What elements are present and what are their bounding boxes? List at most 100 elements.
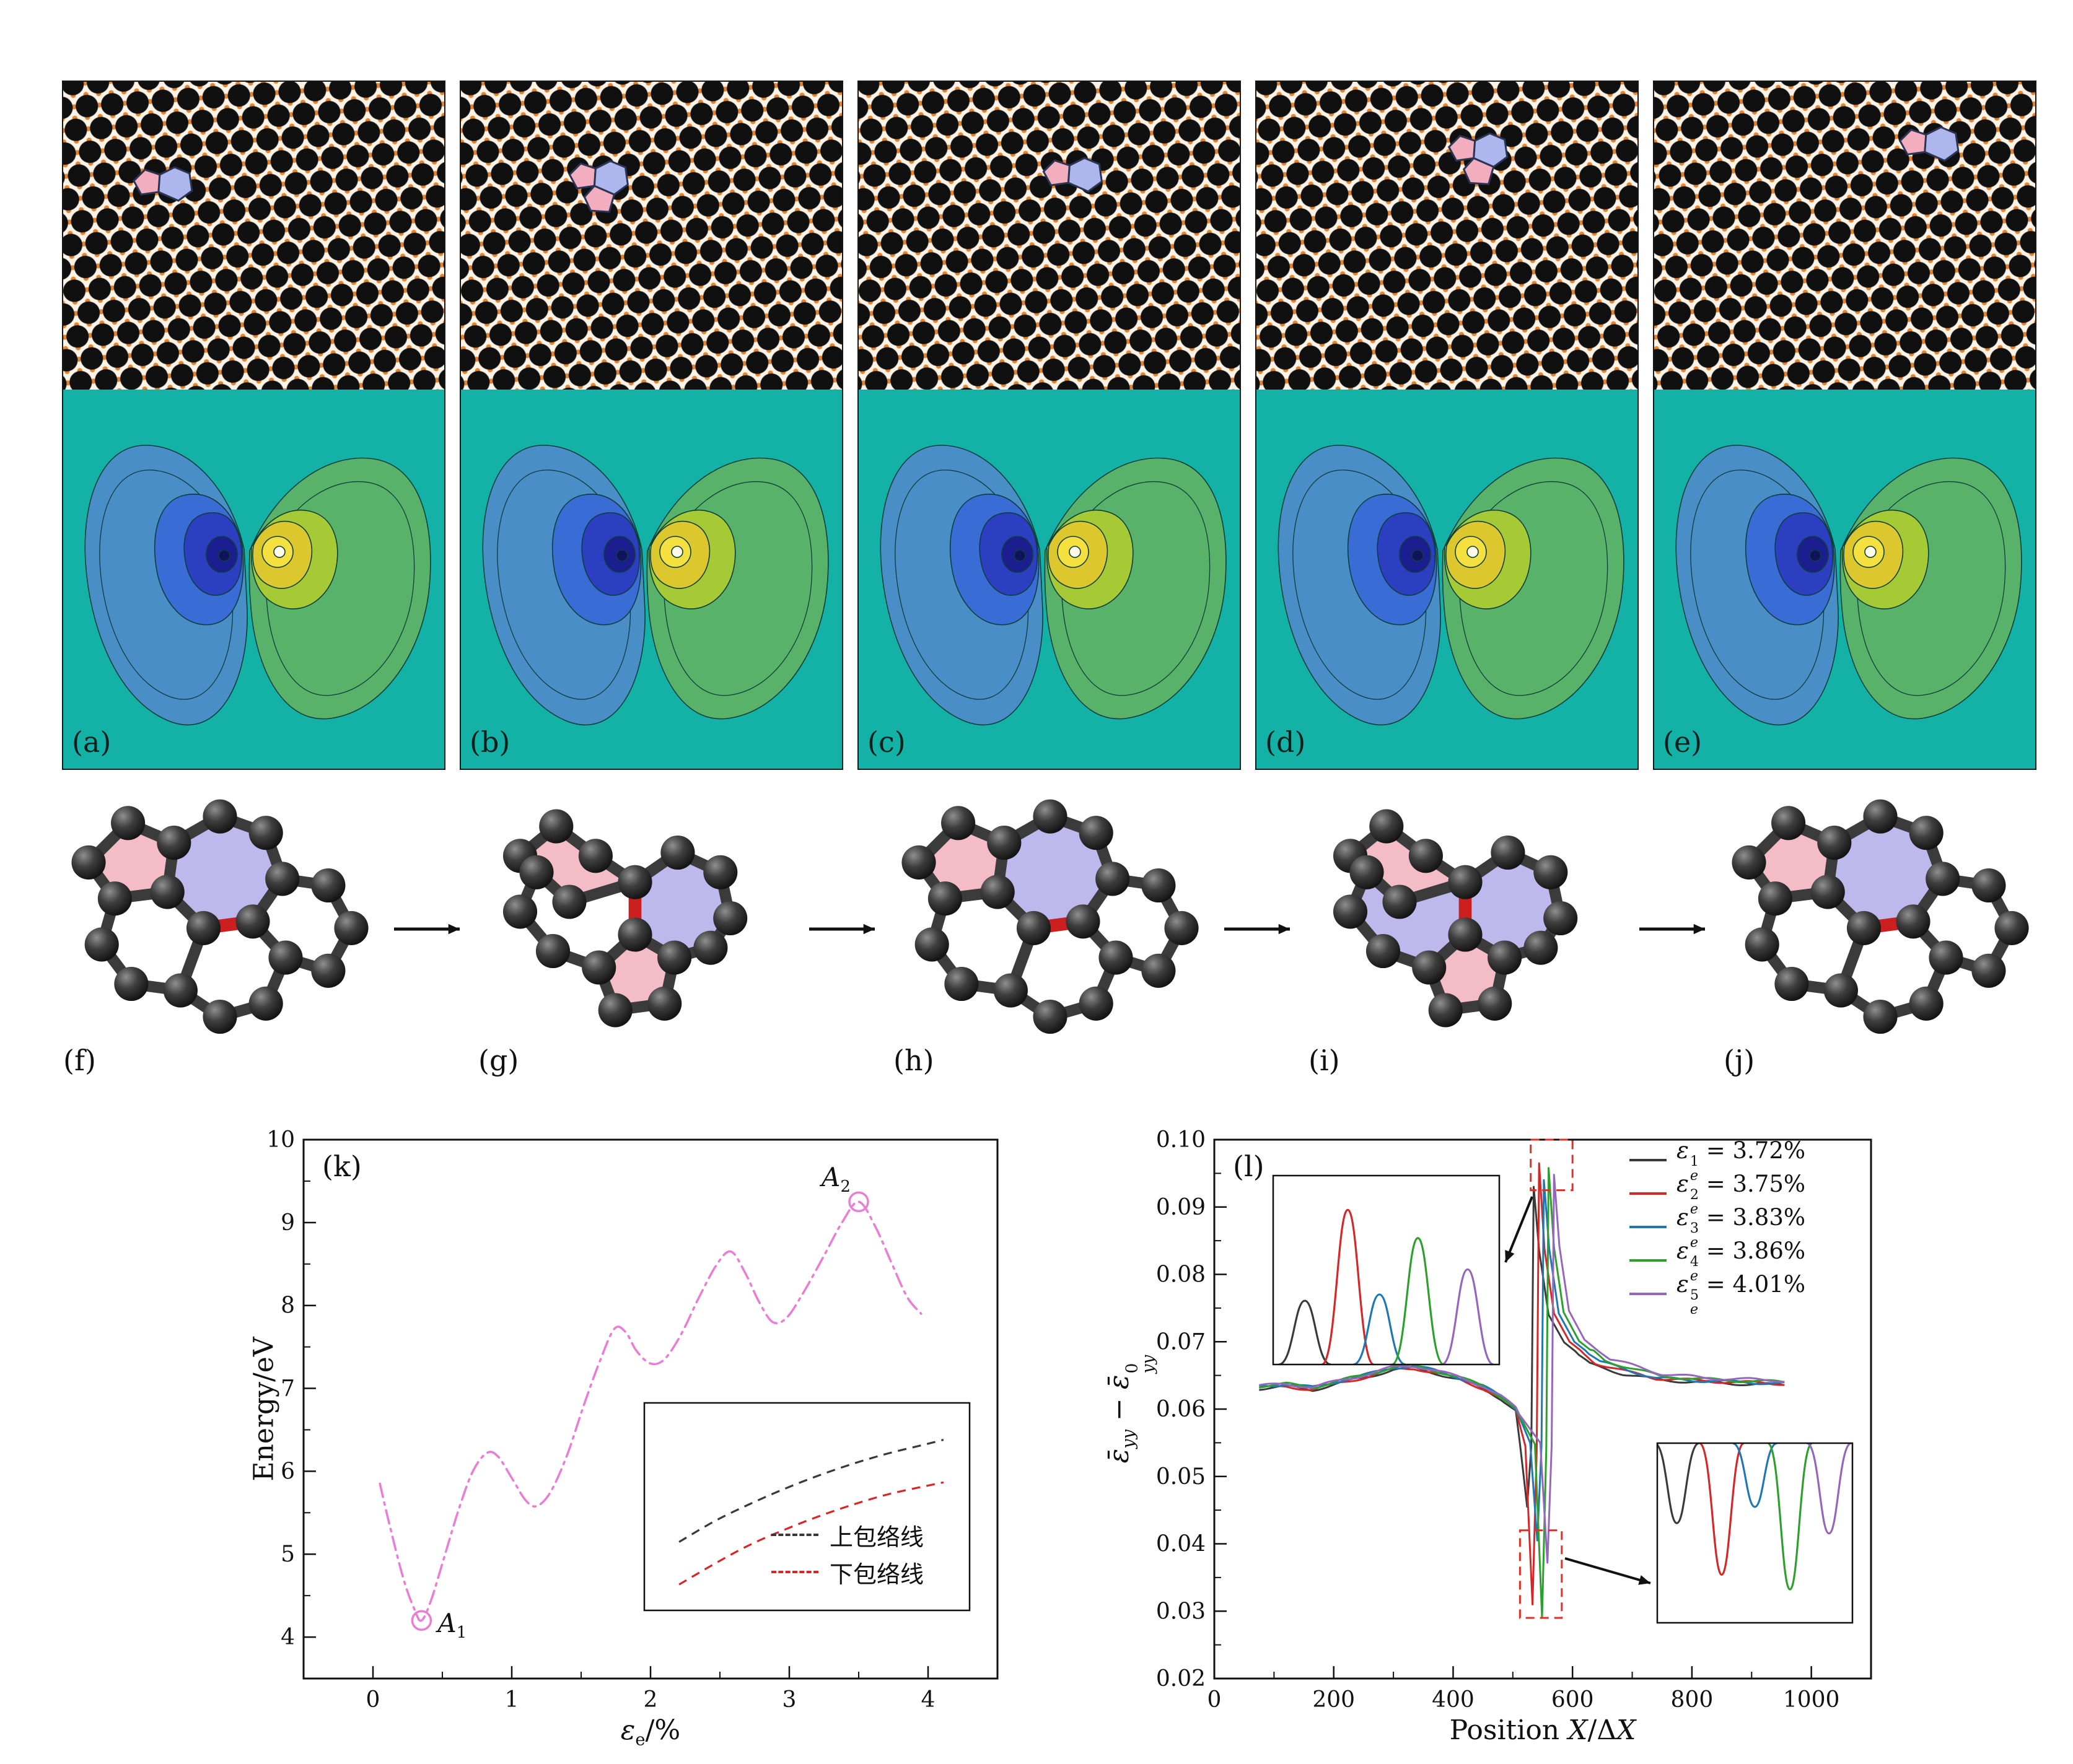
strain-contour-map <box>1256 390 1637 769</box>
lattice-image <box>63 82 444 390</box>
contour-lobes <box>482 445 829 725</box>
legend-line-swatch <box>1629 1259 1667 1262</box>
molecule-label-h: (h) <box>893 1044 934 1077</box>
strain-contour-map <box>859 390 1240 769</box>
svg-text:4: 4 <box>921 1687 936 1713</box>
svg-text:2: 2 <box>644 1687 658 1713</box>
lattice-image <box>859 82 1240 390</box>
svg-text:800: 800 <box>1671 1687 1714 1713</box>
contour-svg <box>63 390 444 769</box>
major-ticks <box>1213 1138 1812 1680</box>
pentagon-defect <box>133 168 161 196</box>
dip-inset-bg <box>1657 1443 1852 1623</box>
panel-label-c: (c) <box>867 725 906 759</box>
dislocation-defect-overlay <box>1042 157 1103 193</box>
upper-envelope-curve <box>678 1438 944 1543</box>
svg-text:600: 600 <box>1551 1687 1594 1713</box>
peak-inset-bg <box>1273 1176 1499 1364</box>
y-axis-label-k: Energy/eV <box>248 1337 280 1482</box>
panel-label-b: (b) <box>470 725 511 759</box>
highlighted-rings <box>1350 826 1561 1010</box>
svg-text:0.09: 0.09 <box>1156 1195 1206 1220</box>
annotation-A2: A2 <box>822 1162 851 1197</box>
molecule-structure <box>1732 799 2029 1034</box>
dip-inset-frame <box>1656 1442 1854 1624</box>
peak-inset-frame <box>1272 1174 1501 1366</box>
pentagon-ring <box>520 826 635 902</box>
envelope-inset-box <box>643 1402 971 1612</box>
pentagon-defect <box>1042 159 1071 186</box>
hexagon-defect <box>1067 157 1103 193</box>
legend-line-swatch <box>1629 1226 1667 1228</box>
dislocation-defect-overlay <box>1898 126 1960 162</box>
chart-l-svg: 0 200 400 600 800 1000 0.02 0.03 0.04 0.05 0.06 0.0… <box>1156 1127 1872 1713</box>
lower-envelope-curve <box>678 1481 944 1586</box>
energy-curve <box>379 1200 923 1622</box>
molecule-structure <box>1333 809 1578 1028</box>
lattice-image <box>1654 82 2035 390</box>
legend-line-swatch <box>771 1534 818 1536</box>
molecule-structure <box>502 809 748 1028</box>
chart-k-svg: 0 1 2 3 4 4 5 6 7 8 9 10 <box>266 1127 999 1713</box>
svg-text:10: 10 <box>266 1127 295 1153</box>
contour-svg <box>859 390 1240 769</box>
atoms <box>71 799 369 1034</box>
svg-text:0.05: 0.05 <box>1156 1464 1206 1490</box>
panel-label-a: (a) <box>72 725 112 759</box>
svg-text:4: 4 <box>281 1625 295 1650</box>
minor-ticks <box>304 1180 859 1679</box>
dislocation-defect-overlay <box>133 166 193 202</box>
svg-text:8: 8 <box>281 1293 295 1319</box>
pentagon-defect-2 <box>583 185 616 213</box>
svg-text:0.04: 0.04 <box>1156 1532 1206 1557</box>
svg-text:0.06: 0.06 <box>1156 1397 1206 1422</box>
molecule-panel-j: (j) <box>1716 784 2045 1081</box>
molecule-structure <box>901 799 1199 1034</box>
legend-line-swatch <box>1629 1192 1667 1195</box>
marker-A2 <box>848 1191 869 1213</box>
svg-text:0.08: 0.08 <box>1156 1262 1206 1288</box>
molecule-panel-h: (h) <box>886 784 1214 1081</box>
panel-letter-k: (k) <box>322 1150 362 1183</box>
molecule-panel-g: (g) <box>471 784 799 1081</box>
atoms <box>1333 809 1578 1028</box>
transition-arrow-icon <box>1224 923 1290 935</box>
pentagon-ring <box>1350 826 1465 902</box>
sim-panel-c: (c) <box>857 81 1241 770</box>
tick-labels: 0 200 400 600 800 1000 0.02 0.03 0.04 0.05 0.06 0.0… <box>1156 1127 1840 1713</box>
sim-panel-e: (e) <box>1653 81 2036 770</box>
highlight-box-2 <box>1519 1529 1563 1619</box>
dislocation-defect-overlay <box>1447 132 1509 185</box>
legend-line-swatch <box>771 1571 818 1573</box>
lattice-image <box>1256 82 1637 390</box>
pentagon-defect <box>1447 134 1476 162</box>
chart-l-strain-profiles: 0 200 400 600 800 1000 0.02 0.03 0.04 0.05 0.06 0.0… <box>1103 1115 1890 1762</box>
strain-curve-5 <box>1259 1174 1785 1564</box>
x-axis-label-k: εe/% <box>620 1714 681 1750</box>
contour-svg <box>1256 390 1637 769</box>
legend-line-swatch <box>1629 1293 1667 1295</box>
legend-line-swatch <box>1629 1159 1667 1161</box>
envelope-inset-legend: 上包络线 下包络线 <box>771 1516 924 1591</box>
molecule-panel-i: (i) <box>1301 784 1629 1081</box>
svg-text:7: 7 <box>281 1376 295 1402</box>
legend-label: 下包络线 <box>830 1560 924 1588</box>
contour-lobes <box>1278 445 1624 725</box>
molecule-label-f: (f) <box>63 1044 96 1077</box>
hexagon-defect <box>157 166 193 202</box>
contour-lobes <box>1675 445 2022 725</box>
panel-letter-l: (l) <box>1233 1150 1264 1183</box>
molecule-label-g: (g) <box>478 1044 519 1077</box>
transition-arrow-icon <box>394 923 460 935</box>
panel-label-d: (d) <box>1265 725 1306 759</box>
svg-text:0.02: 0.02 <box>1156 1666 1206 1692</box>
svg-text:1000: 1000 <box>1783 1687 1840 1713</box>
svg-text:0.10: 0.10 <box>1156 1127 1206 1153</box>
legend-label: 上包络线 <box>830 1523 924 1551</box>
molecule-structure <box>71 799 369 1034</box>
